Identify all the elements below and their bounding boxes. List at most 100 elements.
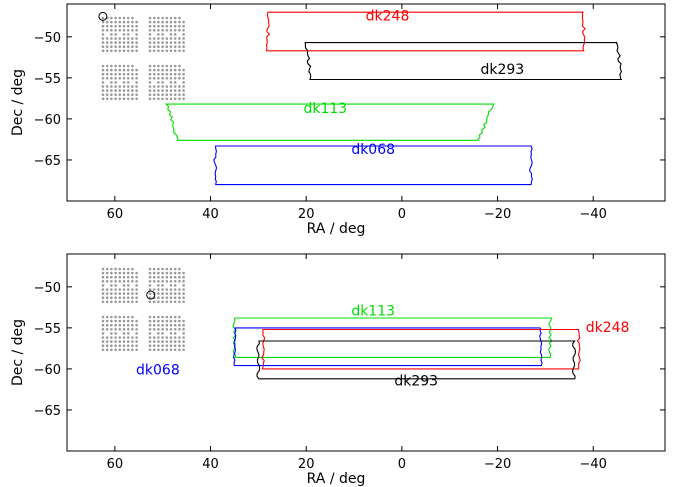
detector-dot — [105, 336, 109, 339]
detector-dot — [169, 93, 173, 96]
detector-dot — [126, 16, 130, 20]
detector-dot — [105, 319, 109, 323]
detector-dot — [105, 97, 109, 101]
detector-dot — [148, 81, 152, 84]
detector-dot — [169, 24, 173, 28]
detector-dot — [110, 300, 113, 304]
detector-dot — [131, 271, 134, 275]
detector-dot — [122, 33, 126, 36]
detector-dot — [148, 271, 152, 275]
detector-dot — [114, 271, 117, 275]
detector-dot — [105, 72, 109, 76]
detector-dot — [114, 300, 117, 304]
detector-dot — [165, 68, 169, 72]
detector-dot — [165, 267, 169, 271]
detector-dot — [173, 275, 177, 279]
detector-dot — [135, 89, 138, 92]
detector-dot — [118, 64, 122, 68]
detector-dot — [135, 20, 138, 24]
detector-dot — [131, 267, 134, 271]
detector-dot — [182, 68, 185, 72]
detector-dot — [110, 20, 113, 24]
detector-dot — [110, 296, 113, 300]
detector-dot — [173, 37, 177, 40]
detector-dot — [118, 292, 122, 295]
detector-dot — [110, 49, 113, 53]
detector-dot — [122, 16, 126, 20]
detector-dot — [101, 280, 105, 283]
detector-dot — [114, 33, 117, 36]
detector-dot — [135, 328, 138, 331]
detector-dot — [165, 296, 169, 300]
detector-dot — [131, 45, 134, 48]
detector-dot — [126, 45, 130, 48]
detector-dot — [118, 296, 122, 300]
detector-dot — [173, 85, 177, 88]
detector-dot — [126, 292, 130, 295]
detector-dot — [110, 280, 113, 283]
detector-dot — [173, 93, 177, 96]
detector-dot — [110, 77, 113, 80]
detector-dot — [131, 77, 134, 80]
region-label-dk113: dk113 — [351, 304, 395, 320]
detector-dot — [161, 29, 164, 32]
detector-dot — [165, 319, 169, 323]
detector-dot — [161, 332, 164, 335]
detector-dot — [165, 288, 169, 291]
detector-dot — [110, 319, 113, 323]
detector-dot — [122, 300, 126, 304]
detector-dot — [182, 93, 185, 96]
detector-dot — [157, 24, 160, 28]
detector-dot — [182, 37, 185, 40]
detector-dot — [178, 288, 181, 291]
detector-dot — [169, 45, 173, 48]
detector-dot — [157, 284, 160, 287]
detector-dot — [152, 97, 156, 101]
detector-dot — [126, 336, 130, 339]
detector-dot — [165, 72, 169, 76]
detector-dot — [178, 72, 181, 76]
detector-dot — [182, 300, 185, 304]
detector-dot — [122, 296, 126, 300]
detector-dot — [161, 344, 164, 348]
detector-dot — [169, 41, 173, 44]
detector-dot — [105, 296, 109, 300]
detector-dot — [157, 319, 160, 323]
detector-dot — [152, 288, 156, 291]
detector-dot — [135, 68, 138, 72]
detector-dot — [157, 323, 160, 327]
detector-dot — [157, 280, 160, 283]
y-tick-label: −65 — [34, 154, 61, 169]
detector-dot — [135, 97, 138, 101]
detector-dot — [161, 85, 164, 88]
detector-dot — [182, 344, 185, 348]
detector-dot — [110, 29, 113, 32]
detector-dot — [110, 33, 113, 36]
detector-dot — [118, 336, 122, 339]
detector-dot — [182, 45, 185, 48]
detector-dot — [169, 288, 173, 291]
detector-dot — [178, 323, 181, 327]
detector-dot — [169, 348, 173, 352]
detector-dot — [114, 296, 117, 300]
detector-dot — [165, 340, 169, 343]
detector-dot — [131, 323, 134, 327]
detector-dot — [110, 24, 113, 28]
detector-dot — [161, 336, 164, 339]
detector-dot — [135, 85, 138, 88]
detector-dot — [122, 85, 126, 88]
detector-dot — [178, 85, 181, 88]
detector-dot — [118, 319, 122, 323]
detector-dot — [169, 332, 173, 335]
detector-dot — [178, 275, 181, 279]
detector-dot — [110, 284, 113, 287]
detector-dot — [157, 20, 160, 24]
detector-dot — [182, 328, 185, 331]
detector-dot — [105, 280, 109, 283]
detector-dot — [126, 344, 130, 348]
detector-dot — [173, 41, 177, 44]
detector-dot — [157, 340, 160, 343]
detector-dot — [165, 348, 169, 352]
detector-dot — [114, 77, 117, 80]
detector-dot — [169, 319, 173, 323]
